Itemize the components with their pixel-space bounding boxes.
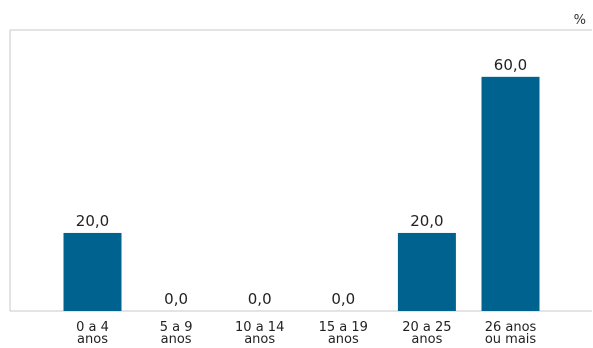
x-tick-label-line: 26 anos [485, 320, 537, 335]
bar-series [63, 76, 540, 311]
bar [397, 232, 456, 311]
data-labels: 20,0 0,0 0,0 0,0 20,0 60,0 [76, 56, 527, 308]
x-tick-label: 0 a 4 anos [76, 320, 109, 347]
unit-label: % [574, 13, 586, 28]
data-label: 20,0 [410, 212, 443, 230]
x-tick-label-line: anos [161, 332, 192, 347]
x-tick-label-line: anos [328, 332, 359, 347]
x-tick-label: 20 a 25 anos [402, 320, 451, 347]
bar [63, 232, 122, 311]
bar [481, 76, 540, 311]
x-tick-label: 5 a 9 anos [160, 320, 193, 347]
x-tick-label-line: 15 a 19 [319, 320, 368, 335]
data-label: 20,0 [76, 212, 109, 230]
x-tick-label: 15 a 19 anos [319, 320, 368, 347]
x-tick-label-line: 10 a 14 [235, 320, 284, 335]
data-label: 0,0 [331, 290, 355, 308]
x-tick-label-line: ou mais [485, 332, 537, 347]
x-tick-label-line: anos [244, 332, 275, 347]
x-tick-label: 26 anos ou mais [485, 320, 537, 347]
x-tick-label: 10 a 14 anos [235, 320, 284, 347]
x-tick-label-line: 20 a 25 [402, 320, 451, 335]
x-tick-label-line: anos [411, 332, 442, 347]
x-tick-label-line: 0 a 4 [76, 320, 109, 335]
data-label: 60,0 [494, 56, 527, 74]
x-tick-label-line: anos [77, 332, 108, 347]
data-label: 0,0 [248, 290, 272, 308]
data-label: 0,0 [164, 290, 188, 308]
x-tick-label-line: 5 a 9 [160, 320, 193, 335]
